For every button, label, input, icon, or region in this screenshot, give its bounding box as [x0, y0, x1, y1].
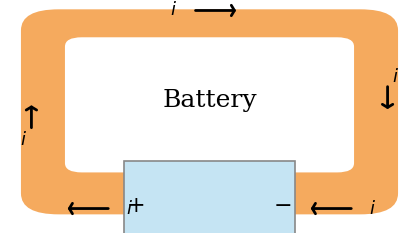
FancyBboxPatch shape: [124, 161, 295, 233]
Text: $i$: $i$: [393, 68, 399, 86]
Text: −: −: [274, 195, 292, 217]
Text: +: +: [127, 195, 145, 217]
FancyBboxPatch shape: [21, 9, 398, 214]
Text: $i$: $i$: [370, 199, 376, 218]
FancyBboxPatch shape: [65, 37, 354, 172]
Text: $i$: $i$: [20, 131, 26, 149]
Text: $i$: $i$: [171, 1, 177, 20]
Text: Battery: Battery: [162, 89, 257, 112]
Text: $i$: $i$: [127, 199, 133, 218]
